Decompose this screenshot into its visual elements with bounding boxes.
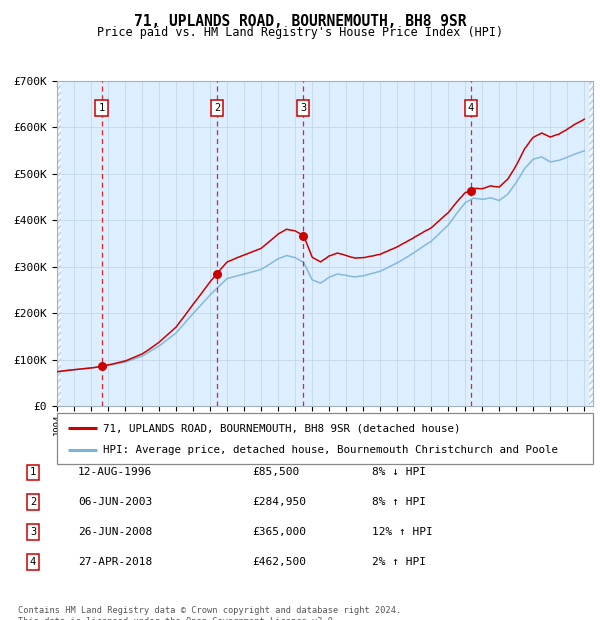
Text: £284,950: £284,950 (252, 497, 306, 507)
Text: 3: 3 (300, 104, 307, 113)
Text: 71, UPLANDS ROAD, BOURNEMOUTH, BH8 9SR: 71, UPLANDS ROAD, BOURNEMOUTH, BH8 9SR (134, 14, 466, 29)
Text: 2: 2 (30, 497, 36, 507)
Text: 8% ↓ HPI: 8% ↓ HPI (372, 467, 426, 477)
Text: 26-JUN-2008: 26-JUN-2008 (78, 527, 152, 537)
Text: £462,500: £462,500 (252, 557, 306, 567)
Text: Contains HM Land Registry data © Crown copyright and database right 2024.
This d: Contains HM Land Registry data © Crown c… (18, 606, 401, 620)
Bar (589, 81, 593, 406)
Text: 8% ↑ HPI: 8% ↑ HPI (372, 497, 426, 507)
Bar (57, 81, 61, 406)
Text: 4: 4 (30, 557, 36, 567)
Text: 06-JUN-2003: 06-JUN-2003 (78, 497, 152, 507)
Text: 27-APR-2018: 27-APR-2018 (78, 557, 152, 567)
Text: 2% ↑ HPI: 2% ↑ HPI (372, 557, 426, 567)
Text: 12-AUG-1996: 12-AUG-1996 (78, 467, 152, 477)
Text: Price paid vs. HM Land Registry's House Price Index (HPI): Price paid vs. HM Land Registry's House … (97, 26, 503, 39)
Text: 4: 4 (467, 104, 474, 113)
Text: 12% ↑ HPI: 12% ↑ HPI (372, 527, 433, 537)
Text: 2: 2 (214, 104, 221, 113)
Text: 3: 3 (30, 527, 36, 537)
Text: 1: 1 (98, 104, 104, 113)
Text: HPI: Average price, detached house, Bournemouth Christchurch and Poole: HPI: Average price, detached house, Bour… (103, 445, 557, 454)
Text: £365,000: £365,000 (252, 527, 306, 537)
Text: 1: 1 (30, 467, 36, 477)
Text: 71, UPLANDS ROAD, BOURNEMOUTH, BH8 9SR (detached house): 71, UPLANDS ROAD, BOURNEMOUTH, BH8 9SR (… (103, 423, 460, 433)
Text: £85,500: £85,500 (252, 467, 299, 477)
